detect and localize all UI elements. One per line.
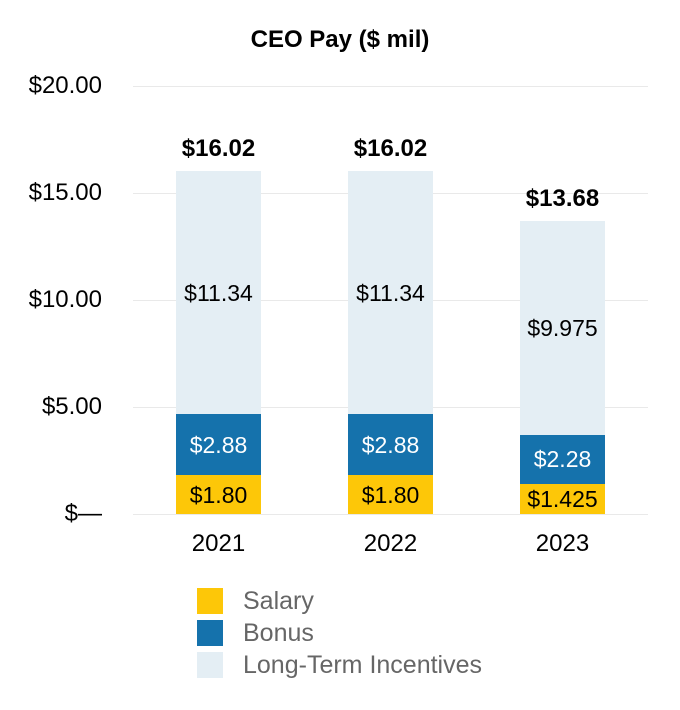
legend-item: Salary xyxy=(197,585,482,617)
legend-swatch-salary xyxy=(197,588,223,614)
y-axis-tick-label: $5.00 xyxy=(41,393,102,420)
bar-total-label: $13.68 xyxy=(525,185,600,212)
legend-item: Long-Term Incentives xyxy=(197,649,482,681)
bar-segment-salary xyxy=(176,475,261,514)
legend-swatch-bonus xyxy=(197,620,223,646)
y-axis-tick-label: $20.00 xyxy=(28,72,102,99)
gridline xyxy=(133,514,648,515)
bar-segment-bonus xyxy=(520,435,605,484)
bar-segment-lti xyxy=(176,171,261,414)
chart-title: CEO Pay ($ mil) xyxy=(250,26,430,53)
bar-segment-label: $11.34 xyxy=(356,280,425,306)
x-axis-label: 2023 xyxy=(535,530,590,557)
gridline xyxy=(133,86,648,87)
y-axis-tick-label: $15.00 xyxy=(28,179,102,206)
bar-segment-label: $1.425 xyxy=(527,486,598,512)
bar-segment-label: $2.88 xyxy=(361,432,420,458)
y-axis-tick-label: $10.00 xyxy=(28,286,102,313)
legend-item-label: Salary xyxy=(243,586,314,615)
bar-segment-bonus xyxy=(348,414,433,475)
y-axis-tick-label: $— xyxy=(64,500,102,527)
bar-segment-label: $1.80 xyxy=(189,482,248,508)
bar-segment-lti xyxy=(348,171,433,414)
bar-segment-lti xyxy=(520,221,605,435)
bar-segment-bonus xyxy=(176,414,261,475)
x-axis-label: 2022 xyxy=(363,530,418,557)
bar-segment-salary xyxy=(348,475,433,514)
legend-swatch-lti xyxy=(197,652,223,678)
bar-total-label: $16.02 xyxy=(181,135,256,162)
bar-total-label: $16.02 xyxy=(353,135,428,162)
bar-segment-label: $9.975 xyxy=(527,315,598,341)
x-axis-label: 2021 xyxy=(191,530,246,557)
legend: Salary Bonus Long-Term Incentives xyxy=(197,585,482,681)
bar-segment-label: $11.34 xyxy=(184,280,253,306)
legend-item-label: Long-Term Incentives xyxy=(243,650,483,679)
bar-segment-label: $2.28 xyxy=(533,446,592,472)
legend-item-label: Bonus xyxy=(243,618,314,647)
bar-segment-label: $1.80 xyxy=(361,482,420,508)
bar-segment-salary xyxy=(520,484,605,514)
bar-segment-label: $2.88 xyxy=(189,432,248,458)
legend-item: Bonus xyxy=(197,617,482,649)
